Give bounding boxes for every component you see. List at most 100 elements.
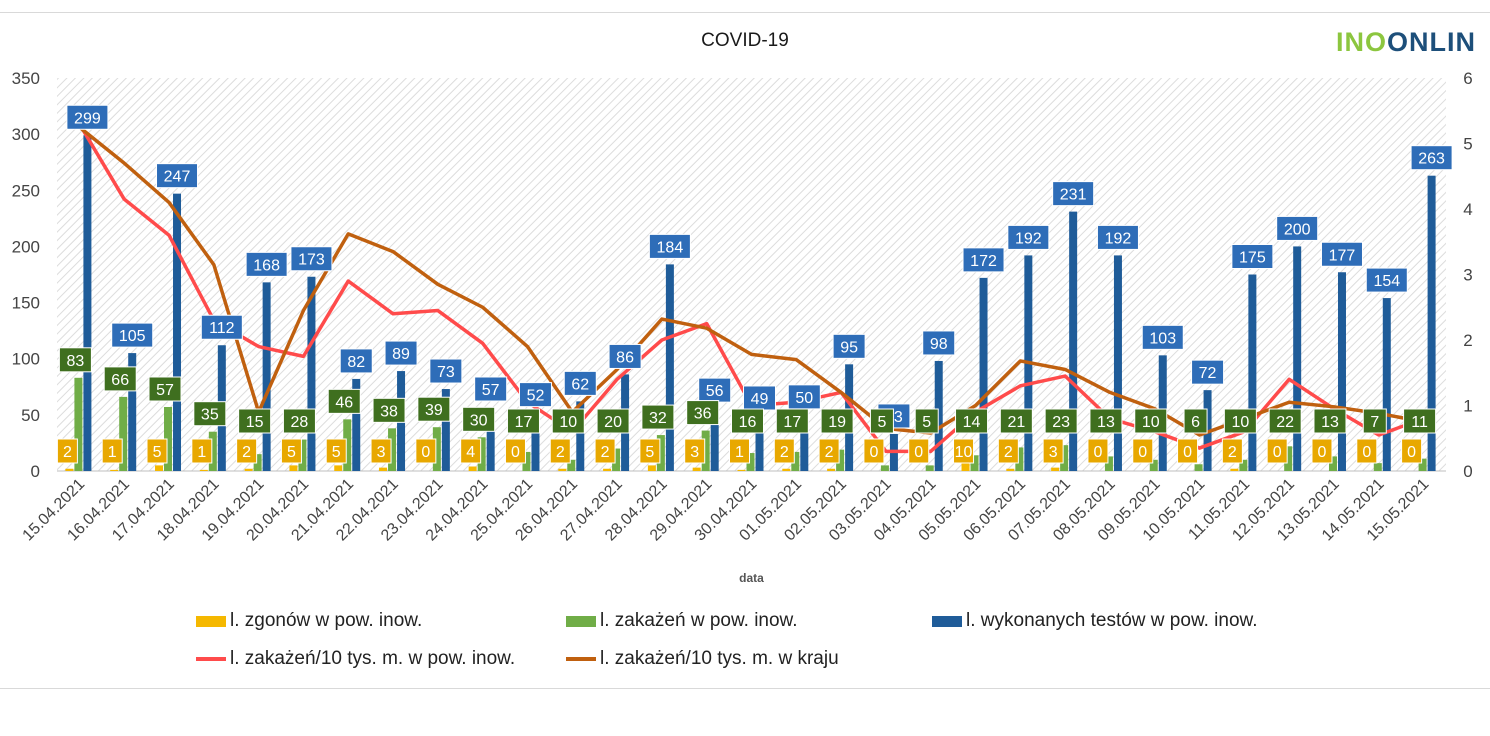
data-label-deaths: 10 — [953, 438, 975, 464]
bar-tests — [1337, 272, 1346, 471]
data-label-infections-text: 7 — [1370, 414, 1379, 431]
bar-tests — [1113, 255, 1122, 471]
bar-infections — [253, 454, 262, 471]
data-label-infections: 21 — [999, 408, 1033, 434]
data-label-tests: 89 — [384, 340, 418, 366]
data-label-tests-box — [1096, 224, 1139, 250]
bar-deaths — [155, 465, 164, 471]
data-label-deaths-text: 3 — [1049, 444, 1058, 461]
data-label-deaths: 2 — [997, 438, 1019, 464]
data-label-tests-text: 168 — [253, 257, 280, 274]
data-label-tests-box — [648, 233, 691, 259]
data-label-infections-text: 22 — [1276, 414, 1294, 431]
legend-swatch-deaths — [196, 615, 226, 627]
data-label-deaths-box — [460, 438, 482, 464]
data-label-infections-text: 16 — [739, 414, 757, 431]
data-label-deaths-box — [684, 438, 706, 464]
data-label-tests-text: 299 — [74, 110, 101, 127]
data-label-infections-box — [1183, 408, 1208, 434]
bar-infections — [1284, 446, 1293, 471]
bar-tests — [173, 193, 182, 471]
data-label-infections-text: 6 — [1191, 414, 1200, 431]
data-label-deaths-box — [1356, 438, 1378, 464]
bar-deaths — [468, 466, 477, 471]
logo-part-a: INO — [1336, 27, 1388, 57]
data-label-tests: 49 — [743, 385, 776, 411]
data-label-tests-box — [1191, 359, 1225, 385]
bottom-divider — [0, 688, 1490, 689]
data-label-infections: 20 — [596, 408, 630, 434]
bar-tests — [800, 414, 809, 471]
data-label-deaths: 2 — [549, 438, 571, 464]
data-label-deaths: 4 — [460, 438, 482, 464]
data-label-tests-box — [787, 384, 821, 410]
data-label-infections: 23 — [1044, 408, 1078, 434]
data-label-deaths-text: 10 — [955, 444, 973, 461]
bar-tests — [441, 389, 450, 471]
top-divider — [0, 12, 1490, 13]
data-label-tests: 82 — [339, 348, 373, 374]
bar-deaths — [782, 468, 791, 471]
chart-title: COVID-19 — [701, 30, 789, 51]
data-label-infections-box — [914, 408, 939, 434]
data-label-infections: 15 — [238, 408, 272, 434]
data-label-infections-box — [417, 396, 451, 422]
legend-swatch-country-rate — [566, 657, 596, 661]
data-label-tests: 95 — [832, 333, 866, 359]
data-label-infections: 66 — [103, 366, 137, 392]
bar-infections — [388, 428, 397, 471]
data-label-tests-box — [832, 333, 866, 359]
data-label-infections-box — [775, 408, 809, 434]
data-label-deaths-box — [1042, 438, 1064, 464]
data-label-deaths: 0 — [1401, 438, 1423, 464]
data-label-infections: 30 — [462, 406, 496, 432]
bar-infections — [1373, 463, 1382, 471]
line-country-rate — [77, 125, 1426, 437]
data-label-tests-text: 154 — [1373, 273, 1400, 290]
data-label-deaths: 1 — [191, 438, 213, 464]
data-label-tests: 72 — [1191, 359, 1225, 385]
bar-infections — [612, 448, 621, 471]
data-label-deaths: 1 — [729, 438, 750, 464]
data-label-tests-box — [1276, 215, 1319, 241]
bar-tests — [755, 415, 764, 471]
bar-tests — [128, 353, 137, 471]
data-label-infections-text: 35 — [201, 407, 219, 424]
data-label-deaths-box — [863, 438, 885, 464]
data-label-deaths: 5 — [639, 438, 661, 464]
data-label-infections-text: 36 — [694, 406, 712, 423]
y2-tick-label: 3 — [1463, 266, 1472, 285]
data-label-tests-box — [1410, 145, 1453, 171]
bar-deaths — [65, 468, 74, 471]
bar-deaths — [961, 459, 970, 471]
data-label-tests: 73 — [429, 358, 463, 384]
data-label-infections-box — [506, 408, 540, 434]
data-label-deaths: 2 — [818, 438, 840, 464]
data-label-deaths-box — [280, 438, 302, 464]
data-label-tests-box — [563, 370, 597, 396]
data-label-infections: 32 — [641, 404, 675, 430]
bar-infections — [1015, 447, 1024, 471]
data-label-deaths-text: 2 — [556, 444, 565, 461]
bar-infections — [746, 453, 755, 471]
bar-deaths — [289, 465, 298, 471]
data-label-deaths-text: 1 — [108, 444, 117, 461]
data-label-tests: 192 — [1096, 224, 1139, 250]
data-label-tests: 184 — [648, 233, 691, 259]
data-label-deaths-text: 5 — [287, 444, 296, 461]
bar-infections — [925, 465, 934, 471]
data-label-tests-text: 89 — [392, 346, 410, 363]
data-label-tests-box — [1007, 224, 1050, 250]
data-label-tests: 62 — [563, 370, 597, 396]
data-label-tests: 192 — [1007, 224, 1050, 250]
legend-item-infections: l. zakażeń w pow. inow. — [566, 610, 798, 632]
y2-tick-label: 4 — [1463, 200, 1472, 219]
data-label-infections-box — [372, 397, 406, 423]
data-label-tests-box — [1320, 241, 1363, 267]
data-label-tests-text: 50 — [795, 390, 813, 407]
data-label-tests-text: 177 — [1329, 247, 1356, 264]
bar-tests — [352, 378, 361, 471]
bar-infections — [1104, 456, 1113, 471]
bar-deaths — [558, 468, 567, 471]
